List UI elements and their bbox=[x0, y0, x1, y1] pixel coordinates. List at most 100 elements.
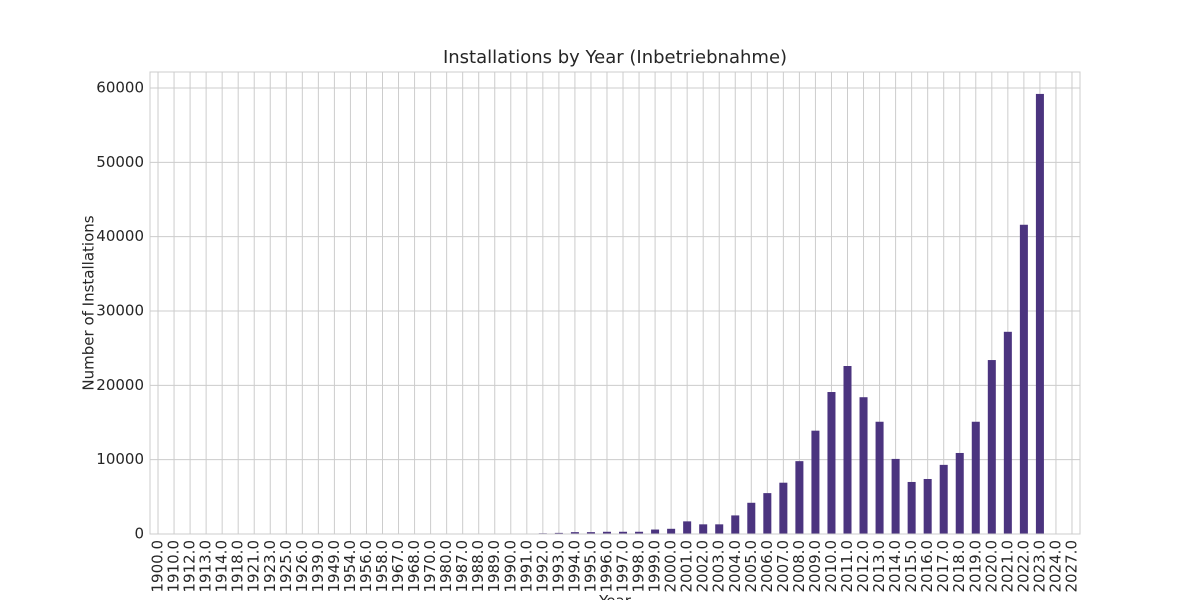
bar bbox=[586, 532, 595, 534]
x-tick-label: 2027.0 bbox=[1062, 540, 1080, 593]
bar bbox=[1003, 331, 1012, 534]
x-tick-label: 2006.0 bbox=[758, 540, 776, 593]
x-tick-label: 2013.0 bbox=[870, 540, 888, 593]
x-tick-label: 2007.0 bbox=[774, 540, 792, 593]
x-tick-label: 1967.0 bbox=[389, 540, 407, 593]
bar bbox=[859, 397, 868, 534]
bar bbox=[731, 515, 740, 534]
x-tick-label: 1913.0 bbox=[197, 540, 215, 593]
x-tick-label: 1912.0 bbox=[181, 540, 199, 593]
y-tick-label: 10000 bbox=[96, 450, 144, 468]
bar bbox=[891, 458, 900, 534]
bar bbox=[667, 528, 676, 534]
x-tick-label: 1990.0 bbox=[501, 540, 519, 593]
bar bbox=[875, 421, 884, 534]
x-tick-label: 2019.0 bbox=[966, 540, 984, 593]
x-tick-label: 1989.0 bbox=[485, 540, 503, 593]
bar bbox=[699, 524, 708, 534]
x-tick-label: 1921.0 bbox=[245, 540, 263, 593]
bar bbox=[1035, 93, 1044, 535]
bar bbox=[635, 531, 644, 534]
x-tick-label: 2023.0 bbox=[1030, 540, 1048, 593]
x-axis-label: Year bbox=[598, 592, 632, 600]
x-tick-label: 1923.0 bbox=[261, 540, 279, 593]
x-tick-label: 2002.0 bbox=[694, 540, 712, 593]
bar bbox=[683, 521, 692, 534]
x-tick-label: 1994.0 bbox=[565, 540, 583, 593]
x-tick-label: 1968.0 bbox=[405, 540, 423, 593]
x-tick-label: 1970.0 bbox=[421, 540, 439, 593]
y-tick-label: 60000 bbox=[96, 78, 144, 96]
x-tick-label: 1992.0 bbox=[533, 540, 551, 593]
x-tick-label: 2008.0 bbox=[790, 540, 808, 593]
x-tick-label: 2009.0 bbox=[806, 540, 824, 593]
plot-frame bbox=[149, 71, 1081, 535]
x-tick-label: 1993.0 bbox=[549, 540, 567, 593]
x-tick-label: 1954.0 bbox=[341, 540, 359, 593]
x-tick-label: 1999.0 bbox=[646, 540, 664, 593]
x-tick-label: 1997.0 bbox=[614, 540, 632, 593]
x-tick-label: 1910.0 bbox=[165, 540, 183, 593]
y-tick-label: 40000 bbox=[96, 227, 144, 245]
x-tick-label: 2016.0 bbox=[918, 540, 936, 593]
x-tick-label: 1996.0 bbox=[597, 540, 615, 593]
y-tick-label: 30000 bbox=[96, 301, 144, 319]
y-tick-label: 20000 bbox=[96, 376, 144, 394]
x-tick-label: 2000.0 bbox=[662, 540, 680, 593]
y-axis-label: Number of Installations bbox=[80, 215, 98, 390]
bar bbox=[747, 502, 756, 534]
x-tick-label: 2015.0 bbox=[902, 540, 920, 593]
bar bbox=[795, 461, 804, 534]
bar bbox=[779, 482, 788, 534]
x-tick-label: 1925.0 bbox=[277, 540, 295, 593]
x-tick-label: 1914.0 bbox=[213, 540, 231, 593]
bar bbox=[939, 464, 948, 534]
x-tick-label: 1987.0 bbox=[453, 540, 471, 593]
bar bbox=[651, 529, 660, 534]
x-tick-label: 2022.0 bbox=[1014, 540, 1032, 593]
x-tick-label: 2004.0 bbox=[726, 540, 744, 593]
bar bbox=[602, 531, 611, 534]
bar bbox=[987, 360, 996, 534]
x-tick-label: 2017.0 bbox=[934, 540, 952, 593]
x-tick-label: 1918.0 bbox=[229, 540, 247, 593]
x-tick-label: 1995.0 bbox=[581, 540, 599, 593]
x-tick-label: 2021.0 bbox=[998, 540, 1016, 593]
bar bbox=[570, 532, 579, 534]
bar bbox=[843, 366, 852, 534]
x-tick-label: 2003.0 bbox=[710, 540, 728, 593]
bar bbox=[619, 531, 628, 534]
x-tick-label: 2005.0 bbox=[742, 540, 760, 593]
x-tick-label: 2020.0 bbox=[982, 540, 1000, 593]
x-tick-label: 2024.0 bbox=[1046, 540, 1064, 593]
x-tick-label: 1939.0 bbox=[309, 540, 327, 593]
x-tick-label: 1949.0 bbox=[325, 540, 343, 593]
x-tick-label: 2018.0 bbox=[950, 540, 968, 593]
x-tick-label: 1958.0 bbox=[373, 540, 391, 593]
bar bbox=[907, 481, 916, 534]
x-tick-label: 1956.0 bbox=[357, 540, 375, 593]
x-tick-label: 2014.0 bbox=[886, 540, 904, 593]
x-tick-label: 1900.0 bbox=[149, 540, 167, 593]
bar bbox=[715, 524, 724, 534]
x-tick-label: 1926.0 bbox=[293, 540, 311, 593]
bar bbox=[971, 421, 980, 534]
x-tick-label: 2012.0 bbox=[854, 540, 872, 593]
x-tick-label: 2011.0 bbox=[838, 540, 856, 593]
bar bbox=[811, 430, 820, 534]
bar bbox=[923, 478, 932, 534]
bar bbox=[554, 532, 563, 534]
x-tick-label: 2001.0 bbox=[678, 540, 696, 593]
chart-title: Installations by Year (Inbetriebnahme) bbox=[443, 47, 787, 68]
y-tick-label: 0 bbox=[134, 525, 144, 543]
bar bbox=[1019, 224, 1028, 535]
bar bbox=[955, 452, 964, 534]
x-tick-label: 1998.0 bbox=[630, 540, 648, 593]
y-tick-label: 50000 bbox=[96, 153, 144, 171]
x-tick-label: 2010.0 bbox=[822, 540, 840, 593]
bar bbox=[763, 493, 772, 534]
x-tick-label: 1988.0 bbox=[469, 540, 487, 593]
x-tick-label: 1991.0 bbox=[517, 540, 535, 593]
x-tick-label: 1980.0 bbox=[437, 540, 455, 593]
